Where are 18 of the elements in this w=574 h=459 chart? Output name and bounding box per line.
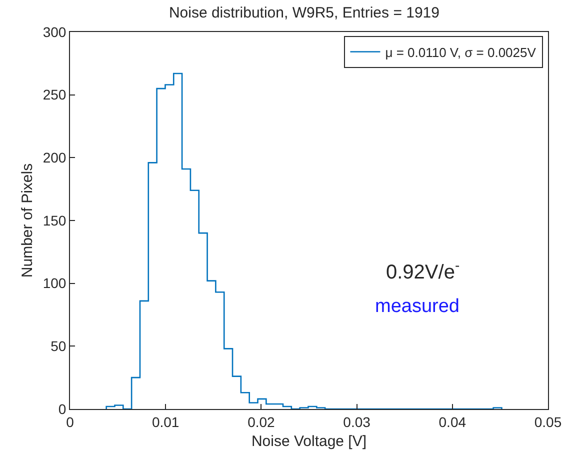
- y-tick-label: 250: [42, 86, 66, 103]
- chart-title: Noise distribution, W9R5, Entries = 1919: [168, 4, 440, 22]
- y-tick-label: 100: [42, 275, 66, 292]
- y-tick-label: 200: [42, 150, 66, 166]
- y-tick-label: 50: [50, 338, 66, 354]
- y-tick-label: 150: [42, 212, 66, 228]
- y-tick-label: 300: [42, 24, 66, 40]
- y-tick-label: 0: [58, 400, 66, 417]
- annotation: measured: [375, 296, 460, 317]
- x-tick-label: 0.03: [343, 414, 371, 430]
- annotation: 0.92V/e$^{-}$: [386, 257, 460, 284]
- x-tick-label: 0.01: [152, 414, 180, 430]
- x-tick-label: 0.02: [248, 414, 276, 430]
- x-tick-label: 0.04: [438, 414, 466, 430]
- x-tick-label: 0.05: [534, 414, 562, 430]
- legend-label: μ = 0.0110 V, σ = 0.0025V: [385, 44, 536, 60]
- y-axis-title: Number of Pixels: [19, 163, 36, 278]
- x-axis-title: Noise Voltage [V]: [251, 432, 367, 450]
